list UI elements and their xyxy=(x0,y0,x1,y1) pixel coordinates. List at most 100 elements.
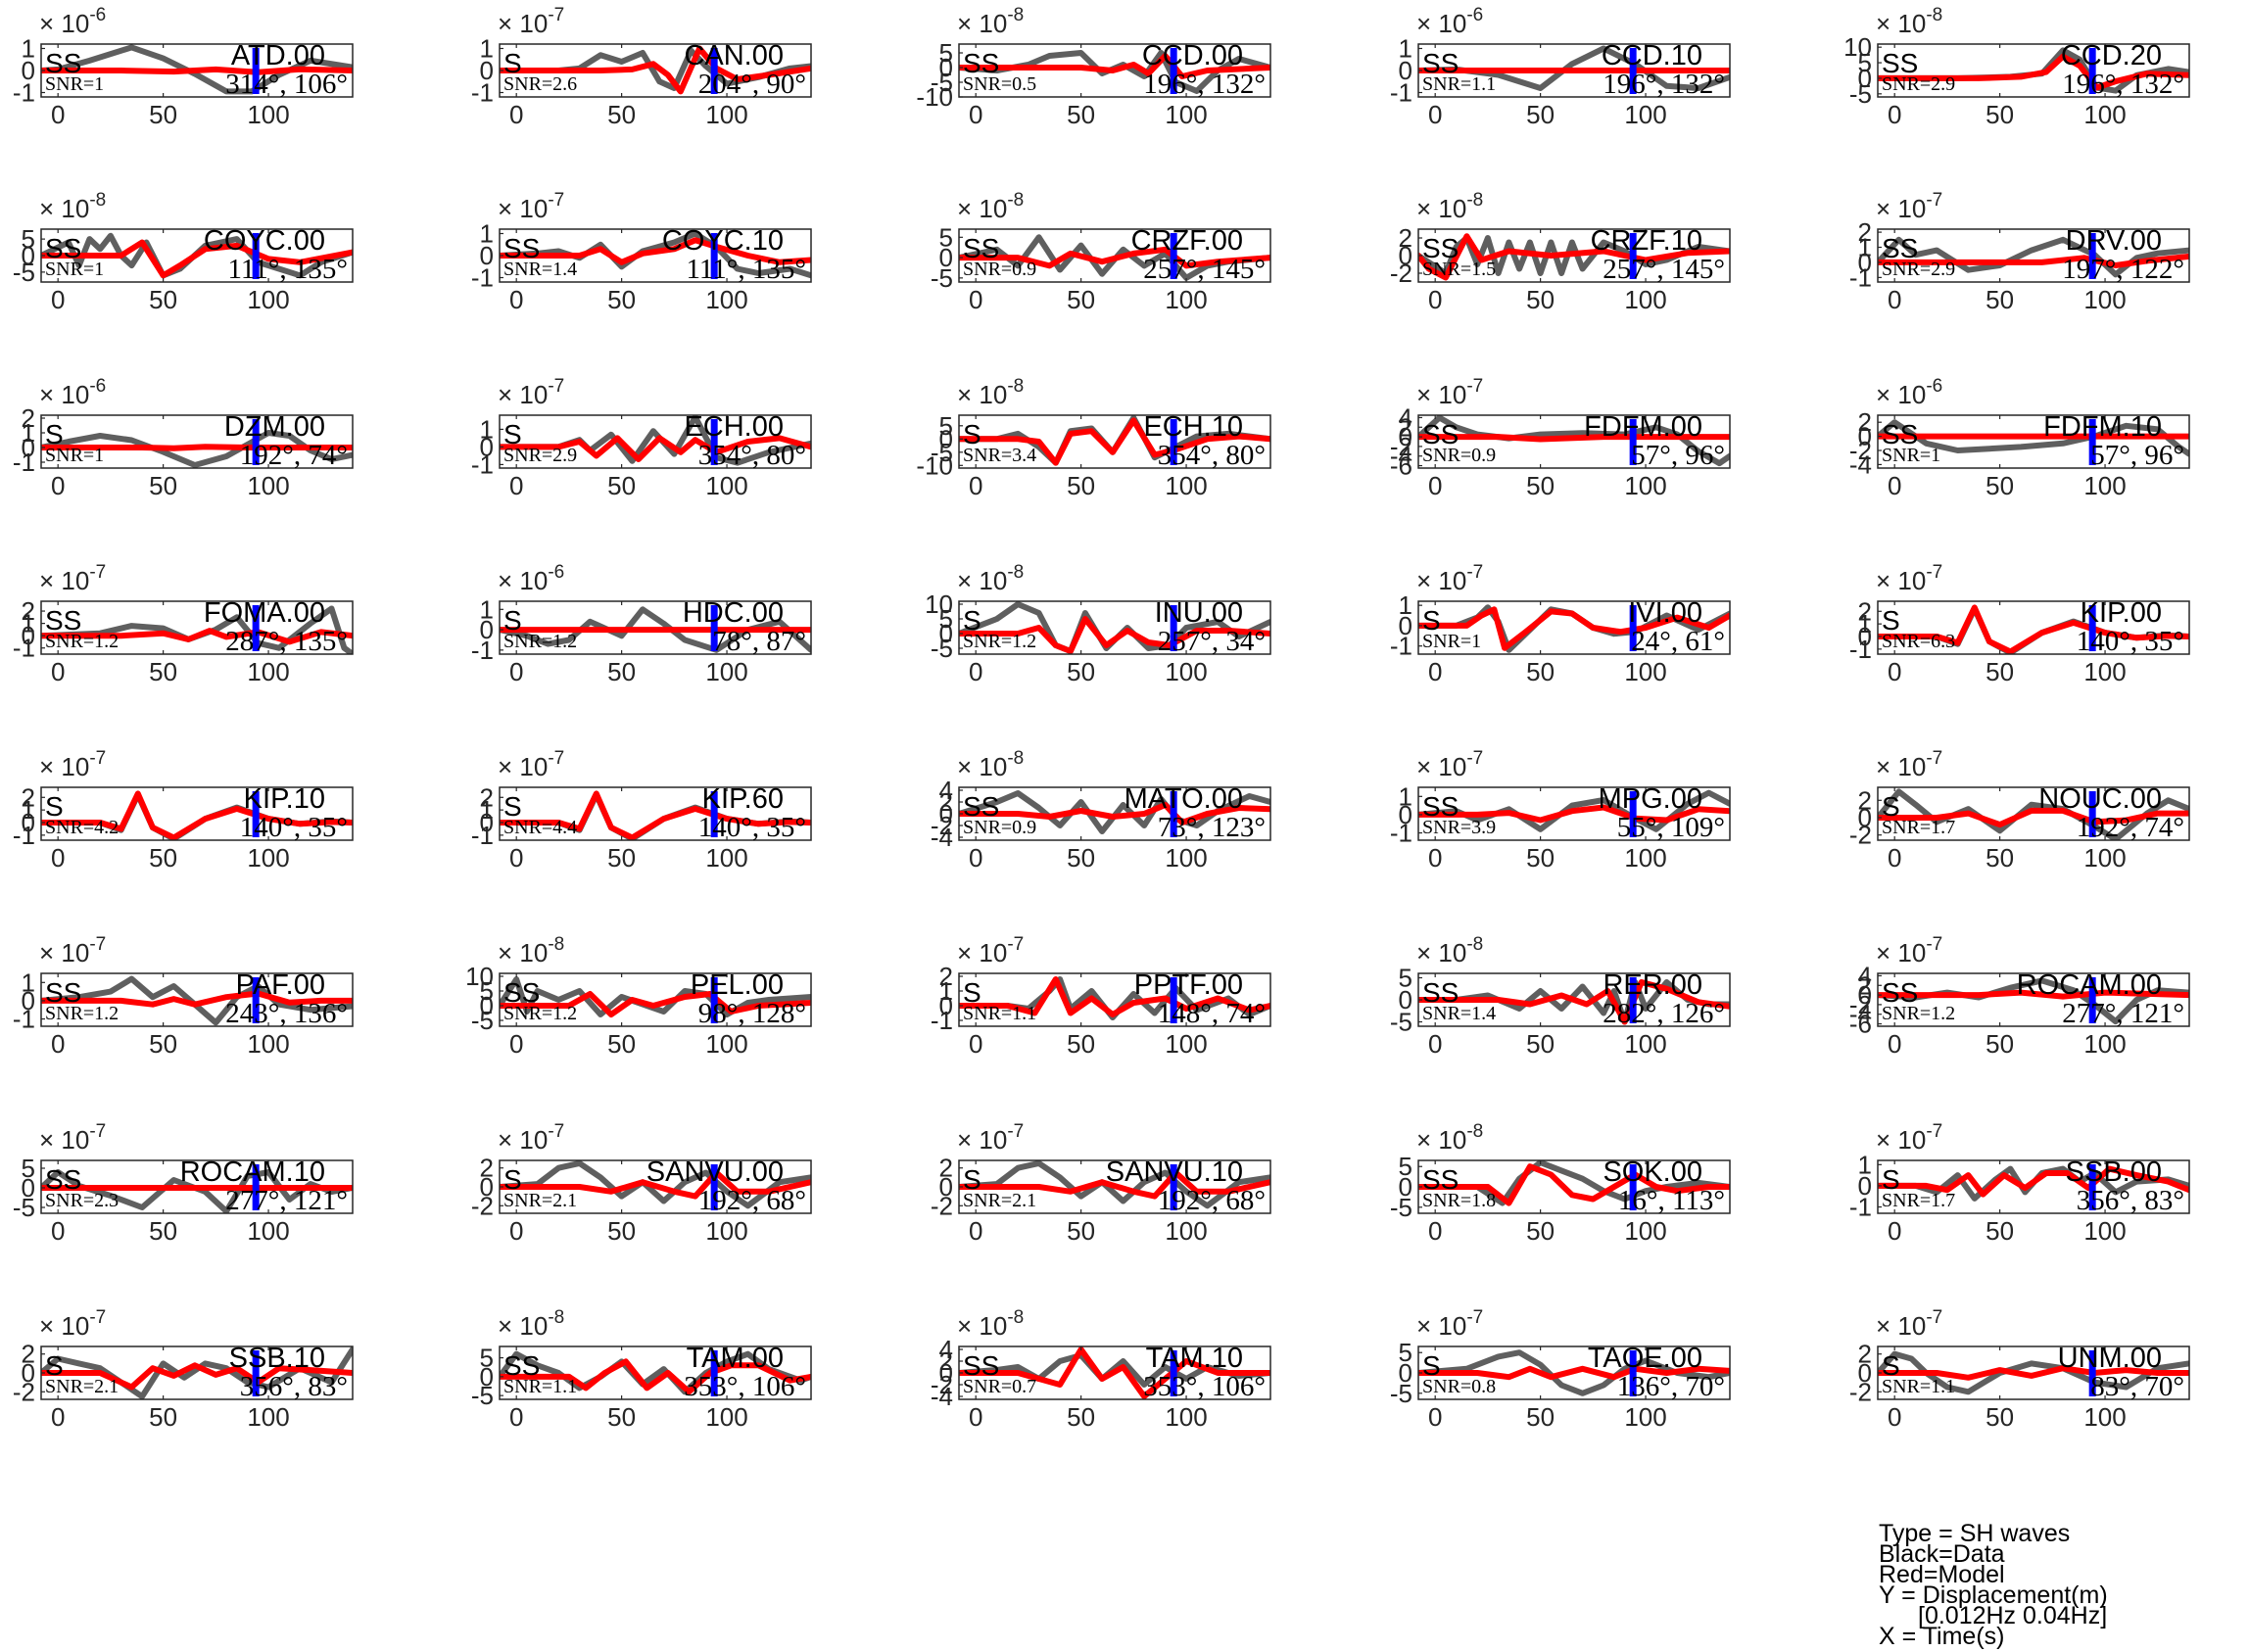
axis-exponent: × 10-6 xyxy=(1416,5,1483,38)
exponent-power: -7 xyxy=(1926,562,1942,583)
y-tick-label: -1 xyxy=(1390,632,1412,661)
exponent-base: × 10 xyxy=(1876,9,1926,38)
x-tick-label: 100 xyxy=(247,100,289,129)
station-label: CCD.10 xyxy=(1602,40,1702,71)
x-tick-label: 100 xyxy=(2083,843,2126,873)
y-tick-label: 2 xyxy=(939,787,953,817)
y-tick-label: -5 xyxy=(931,634,953,663)
azimuth-label: 243°, 136° xyxy=(225,998,348,1029)
axis-exponent: × 10-8 xyxy=(957,376,1024,409)
x-tick-label: 50 xyxy=(1067,285,1095,314)
x-tick-label: 50 xyxy=(1067,1402,1095,1432)
azimuth-label: 140°, 35° xyxy=(698,812,806,843)
y-tick-label: -5 xyxy=(931,68,953,97)
snr-label: SNR=1.7 xyxy=(1882,817,1955,838)
axis-exponent: × 10-7 xyxy=(1416,748,1483,781)
y-tick-label: 1 xyxy=(1858,233,1872,262)
exponent-base: × 10 xyxy=(957,752,1007,781)
x-tick-label: 100 xyxy=(1624,471,1666,500)
exponent-power: -8 xyxy=(1926,5,1942,25)
axes-box xyxy=(1417,414,1731,469)
y-tick-label: -1 xyxy=(471,636,494,665)
x-tick-label: 0 xyxy=(1428,471,1442,500)
station-label: COYC.10 xyxy=(662,225,784,257)
x-tick-label: 100 xyxy=(705,471,747,500)
x-tick-label: 0 xyxy=(1428,100,1442,129)
exponent-power: -6 xyxy=(1926,376,1942,397)
exponent-base: × 10 xyxy=(1416,1311,1466,1341)
y-tick-label: 4 xyxy=(939,776,953,805)
phase-label: SS xyxy=(1422,233,1459,263)
axis-exponent: × 10-7 xyxy=(498,5,564,38)
y-tick-label: 0 xyxy=(939,424,953,453)
y-tick-label: 0 xyxy=(1399,241,1412,270)
station-label: SSB.00 xyxy=(2066,1156,2162,1188)
azimuth-label: 192°, 74° xyxy=(240,440,348,471)
y-tick-label: 2 xyxy=(1399,223,1412,253)
legend-frequency-band: [0.012Hz 0.04Hz] xyxy=(1918,1602,2108,1629)
exponent-base: × 10 xyxy=(498,566,548,595)
exponent-base: × 10 xyxy=(1876,752,1926,781)
y-tick-label: 0 xyxy=(480,1362,494,1392)
snr-label: SNR=1.5 xyxy=(1422,259,1496,280)
snr-label: SNR=3.4 xyxy=(963,445,1036,466)
x-tick-label: 100 xyxy=(1624,1216,1666,1246)
x-tick-label: 0 xyxy=(51,843,65,873)
data-trace xyxy=(41,430,353,468)
model-trace xyxy=(959,1346,1270,1399)
y-tick-label: -2 xyxy=(1849,990,1872,1019)
y-tick-label: -4 xyxy=(931,1382,953,1411)
axes-box xyxy=(1877,228,2190,283)
model-trace xyxy=(959,616,1270,654)
axes-box xyxy=(1877,786,2190,841)
azimuth-label: 354°, 80° xyxy=(698,440,806,471)
x-tick-label: 100 xyxy=(247,1029,289,1059)
exponent-power: -6 xyxy=(1466,5,1483,25)
station-label: RER.00 xyxy=(1603,969,1702,1001)
azimuth-label: 111°, 135° xyxy=(227,254,348,285)
exponent-power: -7 xyxy=(1926,934,1942,955)
x-tick-label: 0 xyxy=(1888,1402,1901,1432)
x-tick-label: 0 xyxy=(51,1029,65,1059)
exponent-base: × 10 xyxy=(39,752,89,781)
axis-exponent: × 10-7 xyxy=(1416,376,1483,409)
station-label: CRZF.00 xyxy=(1131,225,1243,257)
axis-exponent: × 10-7 xyxy=(1876,562,1942,595)
exponent-power: -7 xyxy=(1466,1307,1483,1328)
y-tick-label: 5 xyxy=(1858,48,1872,77)
exponent-base: × 10 xyxy=(1876,938,1926,968)
axes-box xyxy=(499,414,812,469)
x-tick-label: 0 xyxy=(509,100,523,129)
exponent-power: -7 xyxy=(548,190,564,211)
y-tick-label: -5 xyxy=(471,1006,494,1035)
phase-label: S xyxy=(1882,605,1900,636)
phase-label: SS xyxy=(503,1350,540,1381)
x-tick-label: 100 xyxy=(2083,657,2126,686)
exponent-base: × 10 xyxy=(957,1311,1007,1341)
station-label: DRV.00 xyxy=(2066,225,2162,257)
y-tick-label: -1 xyxy=(471,263,494,293)
phase-label: SS xyxy=(45,48,81,78)
x-tick-label: 0 xyxy=(509,285,523,314)
phase-label: S xyxy=(45,419,64,449)
station-label: SSB.10 xyxy=(229,1343,325,1374)
exponent-power: -7 xyxy=(548,5,564,25)
y-tick-label: -2 xyxy=(1849,436,1872,465)
y-tick-label: -1 xyxy=(1390,78,1412,108)
snr-label: SNR=1.1 xyxy=(1882,1376,1955,1397)
model-trace xyxy=(41,628,353,645)
y-tick-label: -10 xyxy=(916,82,953,112)
exponent-base: × 10 xyxy=(957,566,1007,595)
y-tick-label: -2 xyxy=(931,811,953,840)
y-tick-label: 0 xyxy=(480,991,494,1020)
y-tick-label: 2 xyxy=(1858,1340,1872,1369)
phase-label: S xyxy=(45,791,64,822)
axis-exponent: × 10-8 xyxy=(957,562,1024,595)
y-tick-label: 0 xyxy=(1399,985,1412,1015)
y-tick-label: -5 xyxy=(1390,1379,1412,1408)
axes-box xyxy=(1417,786,1731,841)
